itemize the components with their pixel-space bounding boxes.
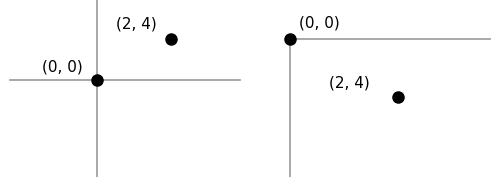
Text: (2, 4): (2, 4)	[329, 75, 370, 90]
Text: (0, 0): (0, 0)	[42, 59, 83, 74]
Text: (2, 4): (2, 4)	[116, 17, 156, 32]
Text: (0, 0): (0, 0)	[299, 15, 340, 30]
